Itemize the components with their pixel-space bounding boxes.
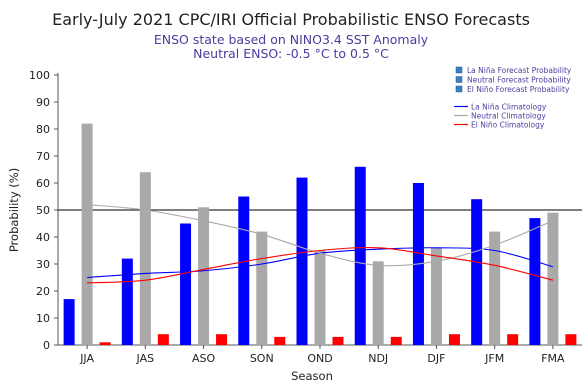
x-axis-label: Season — [291, 369, 333, 383]
bar — [471, 199, 483, 345]
x-tick-label: SON — [250, 352, 274, 365]
y-tick-label: 60 — [36, 177, 50, 190]
bar — [507, 334, 519, 345]
y-tick-label: 30 — [36, 258, 50, 271]
legend-label: La Niña Forecast Probability — [467, 66, 572, 75]
x-tick-label: JFM — [484, 352, 504, 365]
y-tick-label: 20 — [36, 285, 50, 298]
bar — [448, 334, 460, 345]
x-tick-label: JJA — [79, 352, 94, 365]
legend-label: Neutral Forecast Probability — [467, 76, 571, 85]
bar — [332, 336, 344, 345]
x-tick-label: JAS — [136, 352, 155, 365]
bar — [547, 212, 559, 345]
legend-swatch — [455, 66, 463, 74]
y-tick-label: 0 — [43, 339, 50, 352]
bar — [238, 196, 250, 345]
bar — [274, 336, 286, 345]
bar — [63, 299, 75, 345]
chart-subtitle-1: ENSO state based on NINO3.4 SST Anomaly — [154, 32, 429, 47]
y-tick-label: 90 — [36, 96, 50, 109]
bar — [256, 231, 268, 345]
bar — [354, 166, 366, 345]
bar — [121, 258, 133, 345]
y-tick-label: 10 — [36, 312, 50, 325]
x-tick-label: ASO — [192, 352, 216, 365]
bar — [157, 334, 169, 345]
x-tick-label: NDJ — [368, 352, 388, 365]
y-tick-label: 40 — [36, 231, 50, 244]
y-axis-label: Probability (%) — [7, 168, 21, 252]
legend-label: La Niña Climatology — [471, 103, 547, 112]
plot-area: 0 10 20 30 40 50 60 70 80 90 100 JJA JAS ASO SON OND NDJ… — [29, 69, 582, 365]
climatology-line — [87, 204, 554, 267]
bar — [489, 231, 501, 345]
legend-label: El Niño Forecast Probability — [467, 85, 570, 94]
chart-subtitle-2: Neutral ENSO: -0.5 °C to 0.5 °C — [193, 46, 389, 61]
climatology-line — [87, 247, 554, 284]
y-tick-label: 70 — [36, 150, 50, 163]
bar — [296, 177, 308, 345]
bar — [198, 207, 210, 345]
x-tick-label: FMA — [541, 352, 565, 365]
x-tick-label: DJF — [427, 352, 445, 365]
x-tick-label: OND — [307, 352, 332, 365]
legend-swatch — [455, 85, 463, 93]
bar — [81, 123, 93, 345]
bar — [372, 261, 384, 345]
bar — [430, 247, 442, 345]
bar — [565, 334, 577, 345]
bar — [139, 172, 151, 345]
bar — [529, 218, 541, 345]
bar — [216, 334, 228, 345]
legend-label: El Niño Climatology — [471, 121, 545, 130]
legend-label: Neutral Climatology — [471, 112, 546, 121]
chart-title: Early-July 2021 CPC/IRI Official Probabi… — [52, 10, 530, 29]
y-tick-label: 50 — [36, 204, 50, 217]
bar — [99, 342, 111, 345]
bar — [180, 223, 192, 345]
y-tick-label: 80 — [36, 123, 50, 136]
bar — [314, 250, 326, 345]
bar — [390, 336, 402, 345]
legend-swatch — [455, 76, 463, 83]
y-tick-label: 100 — [29, 69, 50, 82]
